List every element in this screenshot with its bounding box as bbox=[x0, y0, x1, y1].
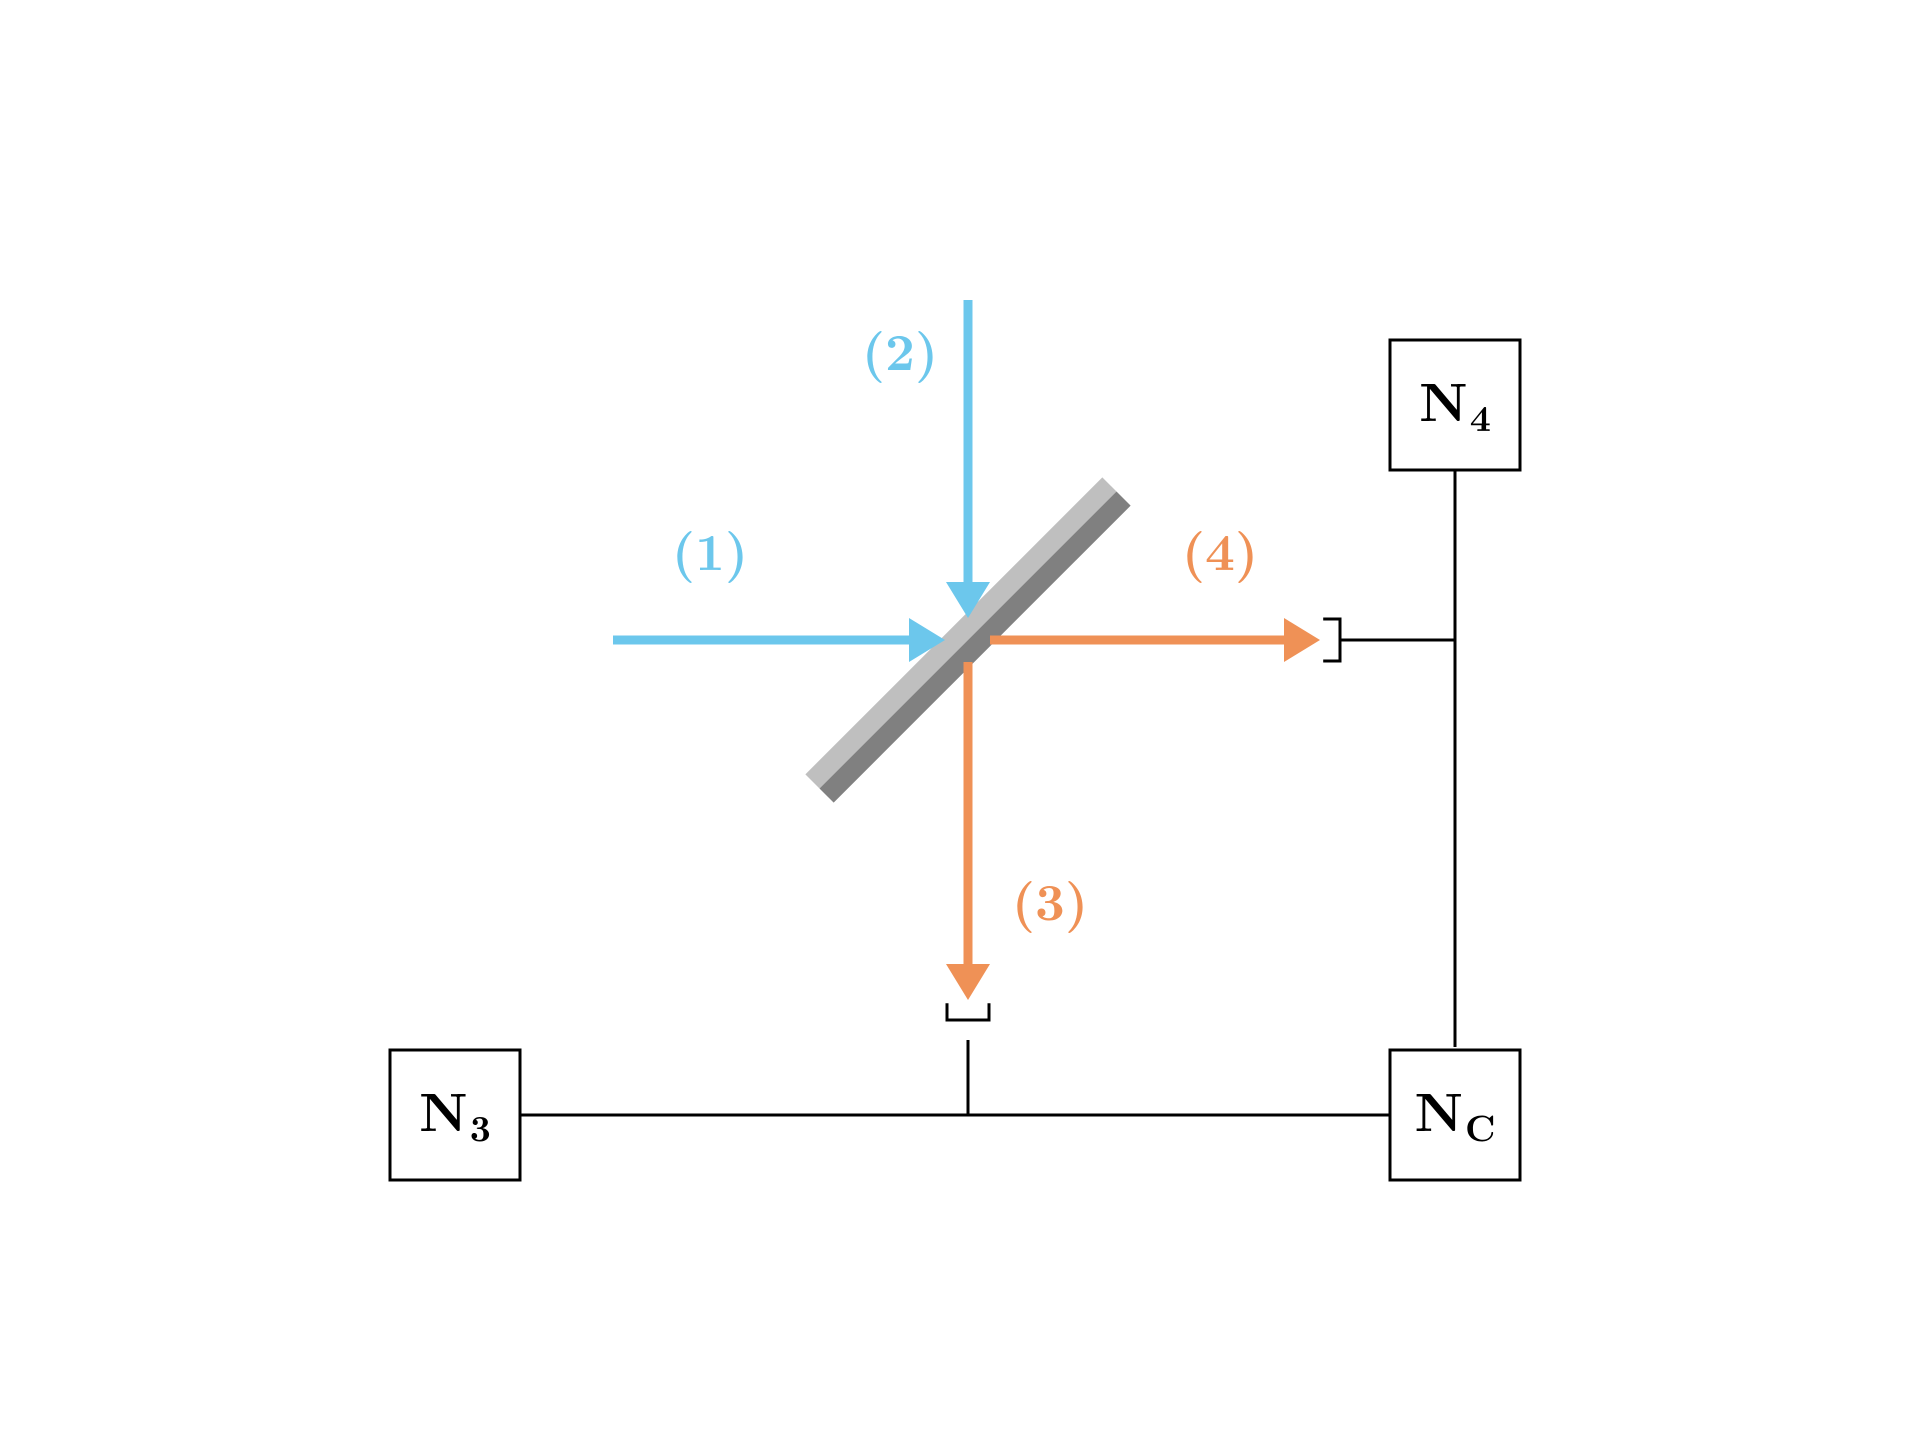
box-N4: N4 bbox=[1390, 340, 1520, 470]
box-N3: N3 bbox=[390, 1050, 520, 1180]
arrow-4-label: (4) bbox=[1182, 512, 1258, 586]
arrow-3: (3) bbox=[946, 662, 1088, 1000]
arrow-2-label: (2) bbox=[862, 312, 938, 386]
detector-det3 bbox=[947, 1003, 989, 1020]
arrow-2: (2) bbox=[862, 300, 990, 618]
arrow-1: (1) bbox=[613, 512, 945, 662]
box-NC: NC bbox=[1390, 1050, 1520, 1180]
arrow-1-label: (1) bbox=[672, 512, 748, 586]
arrow-3-label: (3) bbox=[1012, 862, 1088, 936]
detector-det4 bbox=[1323, 619, 1340, 661]
